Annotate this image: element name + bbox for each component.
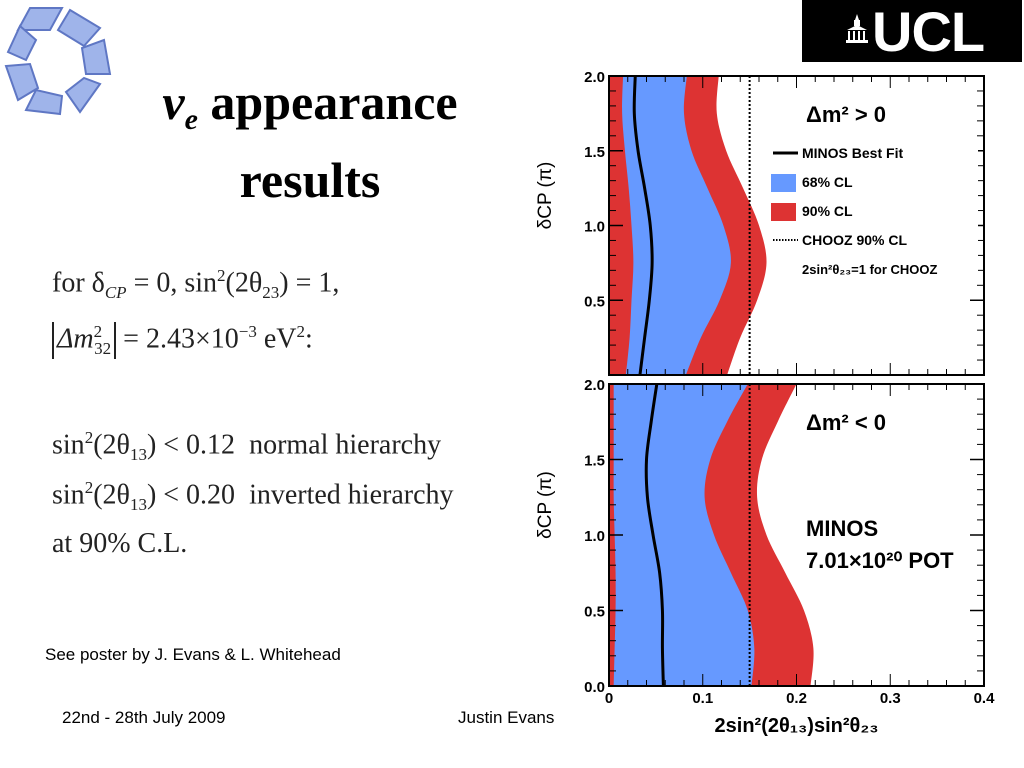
chart-panel-bottom: 0.0 0.5 1.0 1.5 2.0 0 0.1 0.2 0.3 0.4 δCP (π) 2sin²… [535, 377, 995, 737]
eq2-abs-value: Δm232 [52, 322, 117, 359]
eq4-par: (2θ [93, 479, 130, 511]
eq4-label: inverted hierarchy [249, 479, 454, 511]
legend: MINOS Best Fit 68% CL 90% CL CHOOZ 90% CL 2s… [768, 138, 978, 284]
mass-hierarchy-annotation: Δm² > 0 [806, 102, 886, 127]
y-axis-label: δCP (π) [535, 471, 556, 539]
portico-icon [846, 14, 868, 43]
eq1-sub-cp: CP [104, 282, 127, 302]
eq1-sub-23: 23 [262, 282, 280, 302]
eq2-sup: 2 [93, 322, 103, 341]
eq1-sup: 2 [217, 266, 226, 285]
y-tick-label: 2.0 [584, 377, 605, 394]
y-tick-label: 1.0 [584, 219, 605, 236]
legend-label-chooz: CHOOZ 90% CL [802, 232, 907, 248]
eq4-sup: 2 [84, 478, 94, 497]
eq1-end: ) = 1, [279, 267, 340, 299]
eq3-label: normal hierarchy [249, 429, 442, 461]
eq3-sub: 13 [129, 444, 147, 464]
x-axis-label: 2sin²(2θ₁₃)sin²θ₂₃ [715, 715, 879, 737]
x-tick-label: 0.1 [692, 690, 713, 707]
eq2-unit: eV [256, 323, 297, 355]
best-fit-line [632, 76, 654, 375]
eq2-unit-sup: 2 [296, 322, 306, 341]
y-tick-label: 1.5 [584, 453, 605, 470]
x-tick-label: 0.4 [974, 690, 996, 707]
eq2-mid: = 2.43×10 [116, 323, 239, 355]
eq1-mid: = 0, sin [126, 267, 218, 299]
footer-author: Justin Evans [458, 708, 555, 727]
band-68cl [613, 384, 755, 686]
mass-hierarchy-annotation: Δm² < 0 [806, 410, 886, 435]
legend-swatch-68cl [771, 174, 796, 192]
eq1-par: (2θ [225, 267, 263, 299]
ucl-logo-text: UCL [872, 0, 985, 63]
slide-title: νe appearance results [60, 72, 560, 210]
title-nu-subscript: e [184, 103, 198, 136]
equation-confidence-level: at 90% C.L. [52, 528, 188, 559]
eq4-pre: sin [52, 479, 85, 511]
x-tick-label: 0 [605, 690, 613, 707]
eq3-par: (2θ [93, 429, 130, 461]
minos-annotation: MINOS [806, 516, 878, 541]
poster-note: See poster by J. Evans & L. Whitehead [45, 645, 341, 664]
eq3-rel: ) < 0.12 [146, 429, 236, 461]
eq1-for: for δ [52, 267, 105, 299]
best-fit-line [644, 384, 665, 686]
legend-label-bestfit: MINOS Best Fit [802, 145, 903, 161]
y-tick-label: 1.0 [584, 528, 605, 545]
footer-date: 22nd - 28th July 2009 [62, 708, 226, 727]
chart-panel-top: 0.5 1.0 1.5 2.0 δCP (π) Δm² > 0 MINOS Best Fit… [535, 69, 985, 376]
y-tick-label: 0.0 [584, 679, 605, 696]
conference-logo-icon [4, 7, 112, 116]
y-tick-label: 0.5 [584, 293, 605, 310]
pot-annotation: 7.01×10²⁰ POT [806, 548, 954, 573]
eq2-end: : [305, 323, 313, 355]
y-tick-label: 2.0 [584, 69, 605, 86]
y-tick-label: 0.5 [584, 604, 605, 621]
equation-mass-splitting: Δm232 = 2.43×10−3 eV2: [52, 322, 313, 359]
x-tick-label: 0.2 [786, 690, 807, 707]
equation-normal-hierarchy: sin2(2θ13) < 0.12 normal hierarchy [52, 428, 441, 465]
legend-label-90cl: 90% CL [802, 203, 853, 219]
eq4-sub: 13 [129, 494, 147, 514]
eq2-sub: 32 [94, 338, 112, 358]
eq2-dm: Δm [57, 323, 94, 355]
title-line2: results [239, 152, 381, 208]
legend-swatch-90cl [771, 203, 796, 221]
y-axis-label: δCP (π) [535, 162, 556, 230]
eq2-exp: −3 [238, 322, 257, 341]
equation-conditions: for δCP = 0, sin2(2θ23) = 1, [52, 266, 339, 303]
title-nu-symbol: ν [162, 74, 185, 130]
equation-inverted-hierarchy: sin2(2θ13) < 0.20 inverted hierarchy [52, 478, 454, 515]
ucl-logo: UCL [802, 0, 1022, 62]
legend-label-chooz-note: 2sin²θ₂₃=1 for CHOOZ [802, 262, 938, 277]
title-line1: appearance [197, 74, 458, 130]
x-tick-label: 0.3 [880, 690, 901, 707]
y-tick-label: 1.5 [584, 144, 605, 161]
legend-background [768, 138, 978, 284]
eq3-sup: 2 [84, 428, 94, 447]
legend-label-68cl: 68% CL [802, 174, 853, 190]
eq3-pre: sin [52, 429, 85, 461]
eq4-rel: ) < 0.20 [146, 479, 236, 511]
